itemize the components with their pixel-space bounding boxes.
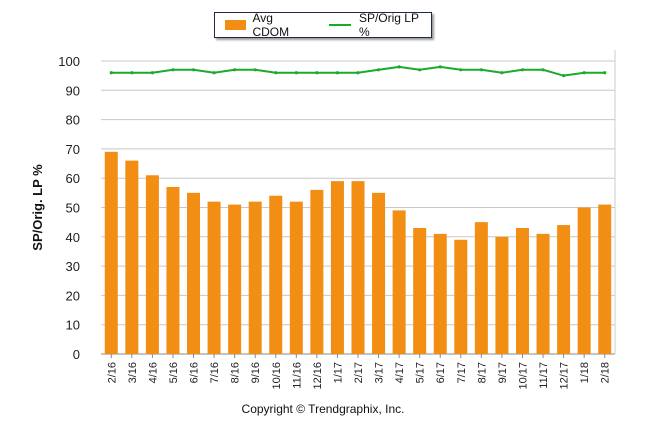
x-tick-label: 4/16: [147, 362, 159, 383]
line-point-5/16: [171, 68, 175, 72]
x-tick-label: 4/17: [394, 362, 406, 383]
y-tick-label: 30: [66, 259, 80, 274]
bar-8/16: [228, 204, 242, 354]
bar-5/16: [166, 186, 180, 354]
x-tick-label: 10/16: [271, 362, 283, 390]
y-tick-label: 40: [66, 230, 80, 245]
x-tick-label: 9/17: [497, 362, 509, 383]
x-tick-label: 3/16: [127, 362, 139, 383]
line-point-12/16: [315, 71, 319, 75]
bar-4/16: [145, 175, 159, 354]
bar-3/16: [125, 160, 139, 354]
x-tick-label: 3/17: [374, 362, 386, 383]
bar-4/17: [392, 210, 406, 354]
x-tick-label: 6/17: [435, 362, 447, 383]
bar-3/17: [372, 192, 386, 354]
line-point-2/16: [109, 71, 113, 75]
bar-6/16: [187, 192, 201, 354]
bar-11/16: [289, 201, 303, 354]
bar-2/17: [351, 181, 365, 354]
x-tick-label: 8/16: [230, 362, 242, 383]
x-tick-label: 6/16: [189, 362, 201, 383]
y-tick-label: 80: [66, 113, 80, 128]
x-tick-label: 9/16: [250, 362, 262, 383]
x-tick-label: 12/16: [312, 362, 324, 390]
bar-11/17: [536, 233, 550, 354]
x-tick-label: 2/18: [600, 362, 612, 383]
x-tick-label: 1/18: [579, 362, 591, 383]
bar-12/16: [310, 189, 324, 354]
bar-2/16: [104, 151, 118, 354]
legend-label-avg-cdom: Avg CDOM: [252, 11, 290, 39]
legend-swatch-bar: [225, 20, 247, 30]
bar-7/16: [207, 201, 221, 354]
line-point-8/17: [479, 68, 483, 72]
bar-10/17: [515, 228, 529, 354]
line-point-4/16: [150, 71, 154, 75]
line-point-2/17: [356, 71, 360, 75]
line-point-9/17: [500, 71, 504, 75]
bar-9/16: [248, 201, 262, 354]
y-axis-label: SP/Orig. LP %: [30, 164, 45, 251]
x-tick-label: 11/17: [538, 362, 550, 389]
y-tick-label: 50: [66, 201, 80, 216]
line-point-11/17: [541, 68, 545, 72]
legend-swatch-line: [329, 24, 351, 26]
bar-6/17: [433, 233, 447, 354]
x-tick-label: 8/17: [476, 362, 488, 383]
line-point-1/18: [582, 71, 586, 75]
line-point-8/16: [233, 68, 237, 72]
x-tick-label: 5/16: [168, 362, 180, 383]
line-point-10/16: [274, 71, 278, 75]
line-point-6/17: [438, 65, 442, 69]
y-tick-label: 70: [66, 142, 80, 157]
y-tick-label: 100: [58, 54, 80, 69]
x-tick-label: 7/17: [456, 362, 468, 383]
x-tick-label: 2/17: [353, 362, 365, 383]
line-point-2/18: [603, 71, 607, 75]
x-tick-label: 10/17: [517, 362, 529, 390]
line-point-9/16: [253, 68, 257, 72]
line-point-3/17: [376, 68, 381, 72]
x-tick-label: 7/16: [209, 362, 221, 383]
x-tick-label: 2/16: [106, 362, 118, 383]
x-tick-label: 11/16: [291, 362, 303, 389]
line-point-7/16: [212, 71, 216, 75]
x-tick-label: 5/17: [415, 362, 427, 383]
y-tick-label: 20: [66, 288, 80, 303]
bar-12/17: [557, 225, 571, 354]
line-point-4/17: [397, 65, 401, 69]
copyright-text: Copyright © Trendgraphix, Inc.: [241, 402, 405, 416]
bar-2/18: [598, 204, 612, 354]
line-point-6/16: [191, 68, 196, 72]
bar-1/18: [577, 207, 591, 354]
x-tick-label: 12/17: [559, 362, 571, 390]
line-point-3/16: [130, 71, 134, 75]
bar-10/16: [269, 195, 283, 354]
line-point-10/17: [520, 68, 525, 72]
line-point-5/17: [418, 68, 422, 72]
bar-5/17: [413, 228, 427, 354]
y-tick-label: 90: [66, 83, 80, 98]
bar-7/17: [454, 239, 468, 354]
bar-9/17: [495, 236, 509, 354]
bar-8/17: [474, 222, 488, 354]
line-point-7/17: [459, 68, 463, 72]
line-point-1/17: [335, 71, 340, 75]
y-tick-label: 60: [66, 171, 80, 186]
x-tick-label: 1/17: [332, 362, 344, 383]
bar-1/17: [330, 181, 344, 354]
line-point-11/16: [294, 71, 298, 75]
legend: Avg CDOM SP/Orig LP %: [214, 11, 432, 39]
line-point-12/17: [562, 74, 566, 78]
y-tick-label: 10: [66, 318, 80, 333]
y-tick-label: 0: [73, 347, 80, 362]
legend-label-sp-orig-lp: SP/Orig LP %: [358, 11, 419, 39]
